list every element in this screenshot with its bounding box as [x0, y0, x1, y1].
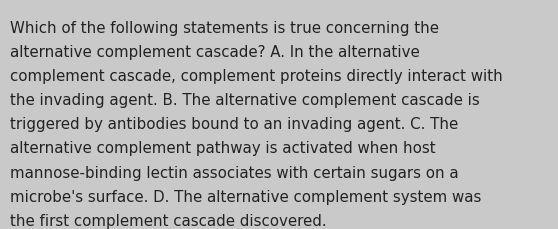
Text: alternative complement cascade? A. In the alternative: alternative complement cascade? A. In th… [10, 45, 420, 60]
Text: triggered by antibodies bound to an invading agent. C. The: triggered by antibodies bound to an inva… [10, 117, 458, 132]
Text: complement cascade, complement proteins directly interact with: complement cascade, complement proteins … [10, 69, 503, 84]
Text: mannose-binding lectin associates with certain sugars on a: mannose-binding lectin associates with c… [10, 165, 459, 180]
Text: Which of the following statements is true concerning the: Which of the following statements is tru… [10, 21, 439, 35]
Text: the invading agent. B. The alternative complement cascade is: the invading agent. B. The alternative c… [10, 93, 480, 108]
Text: the first complement cascade discovered.: the first complement cascade discovered. [10, 213, 326, 228]
Text: alternative complement pathway is activated when host: alternative complement pathway is activa… [10, 141, 436, 156]
Text: microbe's surface. D. The alternative complement system was: microbe's surface. D. The alternative co… [10, 189, 482, 204]
